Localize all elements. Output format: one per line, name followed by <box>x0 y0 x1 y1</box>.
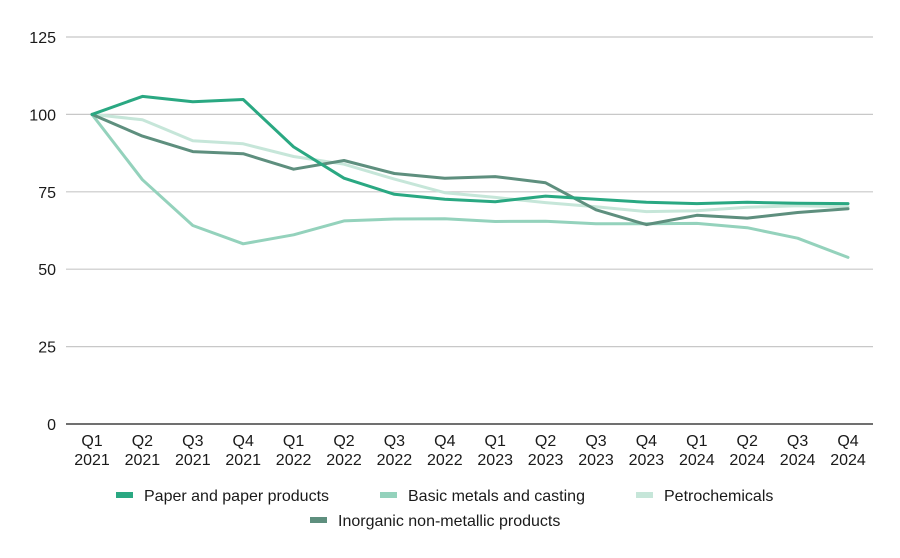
x-tick-label: Q3 2021 <box>175 433 211 469</box>
series-line-inorganic-non-metallic-products <box>90 112 850 227</box>
x-axis-ticks: Q1 2021 Q2 2021 Q3 2021 Q4 2021 Q1 2022 Q2 2022 Q3 20… <box>74 433 866 469</box>
x-tick-year: 2021 <box>225 452 261 469</box>
y-axis-ticks: 0 25 50 75 100 125 <box>29 30 56 434</box>
legend-label: Basic metals and casting <box>408 488 585 505</box>
series-line-petrochemicals <box>90 112 850 214</box>
x-tick-year: 2024 <box>729 452 765 469</box>
x-tick-label: Q4 2021 <box>225 433 261 469</box>
legend-swatch <box>116 492 133 498</box>
x-tick-label: Q1 2021 <box>74 433 110 469</box>
x-tick-label: Q3 2022 <box>377 433 413 469</box>
x-tick-year: 2022 <box>326 452 362 469</box>
x-tick-year: 2022 <box>427 452 463 469</box>
x-tick-label: Q4 2024 <box>830 433 866 469</box>
x-tick-label: Q3 2024 <box>780 433 816 469</box>
legend: Paper and paper products Basic metals and… <box>116 488 773 530</box>
y-tick-label: 50 <box>38 262 56 279</box>
x-tick-year: 2021 <box>175 452 211 469</box>
y-tick-label: 25 <box>38 340 56 357</box>
legend-label: Inorganic non-metallic products <box>338 513 560 530</box>
x-tick-label: Q4 2023 <box>629 433 665 469</box>
x-tick-label: Q2 2021 <box>125 433 161 469</box>
x-tick-quarter: Q3 <box>585 433 606 450</box>
y-tick-label: 125 <box>29 30 56 47</box>
x-tick-label: Q1 2024 <box>679 433 715 469</box>
series-line-paper-and-paper-products <box>90 94 850 206</box>
x-tick-quarter: Q2 <box>737 433 758 450</box>
legend-item-basic-metals-and-casting: Basic metals and casting <box>380 488 585 505</box>
legend-label: Petrochemicals <box>664 488 773 505</box>
x-tick-label: Q3 2023 <box>578 433 614 469</box>
x-tick-year: 2022 <box>377 452 413 469</box>
x-tick-label: Q1 2022 <box>276 433 312 469</box>
x-tick-year: 2024 <box>830 452 866 469</box>
x-tick-quarter: Q4 <box>636 433 657 450</box>
x-tick-label: Q4 2022 <box>427 433 463 469</box>
legend-item-petrochemicals: Petrochemicals <box>636 488 773 505</box>
x-tick-quarter: Q3 <box>182 433 203 450</box>
x-tick-quarter: Q2 <box>333 433 354 450</box>
series-line-basic-metals-and-casting <box>90 112 850 259</box>
x-tick-label: Q2 2022 <box>326 433 362 469</box>
x-tick-quarter: Q2 <box>535 433 556 450</box>
legend-swatch <box>310 517 327 523</box>
x-tick-year: 2021 <box>125 452 161 469</box>
x-tick-quarter: Q1 <box>485 433 506 450</box>
legend-swatch <box>636 492 653 498</box>
x-tick-quarter: Q1 <box>686 433 707 450</box>
x-tick-quarter: Q3 <box>384 433 405 450</box>
x-tick-year: 2023 <box>629 452 665 469</box>
x-tick-label: Q1 2023 <box>477 433 513 469</box>
y-tick-label: 0 <box>47 417 56 434</box>
x-tick-year: 2024 <box>679 452 715 469</box>
grid-lines <box>66 36 873 348</box>
legend-item-paper-and-paper-products: Paper and paper products <box>116 488 329 505</box>
y-tick-label: 100 <box>29 107 56 124</box>
legend-label: Paper and paper products <box>144 488 329 505</box>
series-lines <box>90 94 850 259</box>
x-tick-label: Q2 2023 <box>528 433 564 469</box>
x-tick-year: 2021 <box>74 452 110 469</box>
x-tick-quarter: Q1 <box>81 433 102 450</box>
x-tick-year: 2023 <box>528 452 564 469</box>
y-tick-label: 75 <box>38 185 56 202</box>
x-tick-year: 2022 <box>276 452 312 469</box>
x-tick-year: 2023 <box>477 452 513 469</box>
legend-item-inorganic-non-metallic-products: Inorganic non-metallic products <box>310 513 560 530</box>
x-tick-year: 2024 <box>780 452 816 469</box>
x-tick-quarter: Q3 <box>787 433 808 450</box>
legend-swatch <box>380 492 397 498</box>
x-tick-quarter: Q2 <box>132 433 153 450</box>
x-tick-quarter: Q4 <box>837 433 858 450</box>
x-tick-year: 2023 <box>578 452 614 469</box>
x-tick-label: Q2 2024 <box>729 433 765 469</box>
x-tick-quarter: Q4 <box>434 433 455 450</box>
x-tick-quarter: Q4 <box>233 433 254 450</box>
x-tick-quarter: Q1 <box>283 433 304 450</box>
